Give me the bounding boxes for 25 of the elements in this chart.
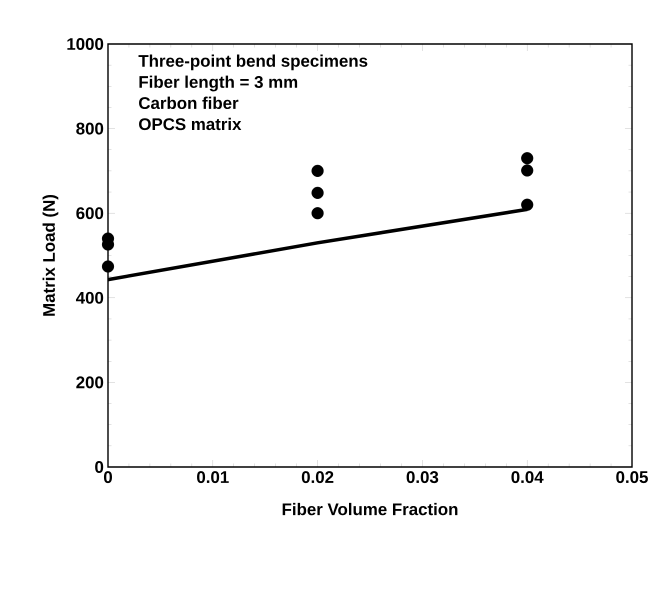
point: [102, 260, 114, 273]
x-tick-label: 0: [104, 471, 112, 484]
point: [521, 152, 534, 164]
x-tick-label: 0.02: [302, 471, 334, 484]
y-tick-label: 400: [76, 292, 104, 304]
annotation: Three-point bend specimens: [138, 54, 368, 70]
point: [312, 164, 324, 177]
point: [312, 186, 324, 199]
x-tick-label: 0.03: [406, 471, 438, 484]
y-tick-label: 200: [76, 376, 104, 388]
y-tick-label: 600: [76, 207, 104, 220]
point: [312, 207, 324, 220]
y-axis-title: Matrix Load (N): [42, 194, 58, 316]
point: [521, 164, 534, 177]
point: [521, 198, 534, 211]
x-tick-label: 0.04: [511, 471, 544, 484]
y-tick-label: 1000: [67, 38, 104, 50]
x-tick-label: 0.05: [616, 471, 648, 484]
y-tick-label: 800: [76, 122, 104, 135]
x-axis-title: Fiber Volume Fraction: [282, 502, 458, 516]
x-tick-label: 0.01: [197, 471, 229, 484]
y-tick-label: 0: [95, 461, 104, 473]
annotation: OPCS matrix: [139, 118, 242, 130]
annotation: Fiber length = 3 mm: [139, 76, 298, 92]
annotation: Carbon fiber: [139, 96, 238, 110]
